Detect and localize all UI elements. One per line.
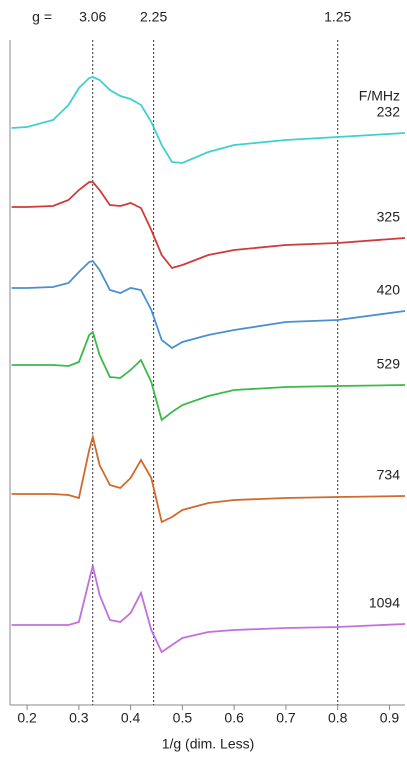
g-tick-label: 2.25 bbox=[140, 9, 167, 25]
spectrum-line bbox=[11, 565, 406, 654]
x-tick-label: 0.3 bbox=[69, 710, 89, 726]
series-label: 1094 bbox=[369, 595, 400, 611]
spectrum-line bbox=[11, 76, 406, 164]
spectrum-line bbox=[11, 181, 406, 270]
x-tick-label: 0.2 bbox=[17, 710, 37, 726]
g-tick-label: 1.25 bbox=[324, 9, 351, 25]
series-label: 232 bbox=[377, 104, 401, 120]
spectrum-line bbox=[11, 433, 406, 524]
series-label: 529 bbox=[377, 356, 401, 372]
series-label: 420 bbox=[377, 282, 401, 298]
x-tick-label: 0.7 bbox=[276, 710, 296, 726]
x-tick-label: 0.8 bbox=[328, 710, 348, 726]
top-axis-label: g = bbox=[32, 9, 52, 25]
spectrum-line bbox=[11, 330, 406, 422]
x-axis-label: 1/g (dim. Less) bbox=[162, 736, 255, 752]
x-tick-label: 0.4 bbox=[121, 710, 141, 726]
x-tick-label: 0.6 bbox=[224, 710, 244, 726]
g-tick-label: 3.06 bbox=[79, 9, 106, 25]
legend-title: F/MHz bbox=[359, 88, 400, 104]
series-label: 325 bbox=[377, 209, 401, 225]
series-label: 734 bbox=[377, 467, 401, 483]
x-tick-label: 0.9 bbox=[380, 710, 400, 726]
x-tick-label: 0.5 bbox=[173, 710, 193, 726]
spectrum-line bbox=[11, 259, 406, 350]
